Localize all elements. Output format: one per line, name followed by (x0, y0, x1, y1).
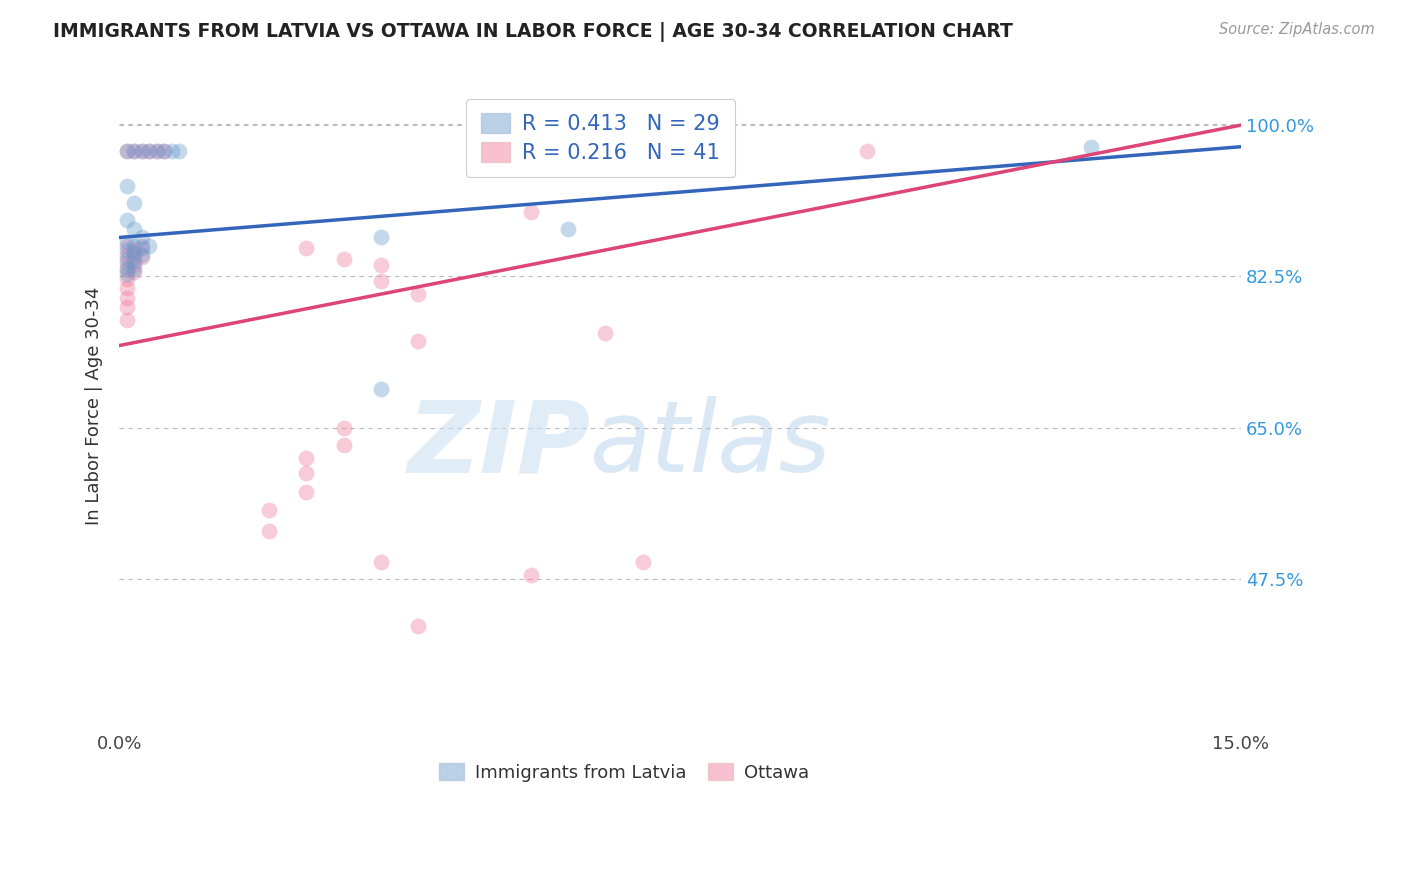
Point (115, 280, 138, 294)
Point (115, 267, 138, 281)
Point (370, 258, 392, 272)
Point (115, 235, 138, 249)
Point (295, 485, 318, 500)
Point (167, 144, 190, 158)
Point (115, 144, 138, 158)
Point (131, 144, 153, 158)
Text: IMMIGRANTS FROM LATVIA VS OTTAWA IN LABOR FORCE | AGE 30-34 CORRELATION CHART: IMMIGRANTS FROM LATVIA VS OTTAWA IN LABO… (53, 22, 1014, 42)
Point (557, 222, 579, 236)
Point (295, 466, 318, 480)
Point (131, 241, 153, 255)
Point (145, 144, 167, 158)
Point (631, 555, 654, 569)
Text: Source: ZipAtlas.com: Source: ZipAtlas.com (1219, 22, 1375, 37)
Point (160, 144, 183, 158)
Point (115, 252, 138, 266)
Point (408, 619, 430, 633)
Point (122, 246, 145, 260)
Point (115, 244, 138, 258)
Text: atlas: atlas (591, 396, 832, 493)
Point (145, 144, 167, 158)
Point (115, 178, 138, 193)
Point (131, 248, 153, 262)
Point (138, 239, 160, 253)
Point (295, 241, 318, 255)
Point (370, 382, 392, 396)
Y-axis label: In Labor Force | Age 30-34: In Labor Force | Age 30-34 (86, 287, 103, 525)
Point (257, 524, 280, 539)
Point (115, 239, 138, 253)
Point (122, 253, 145, 268)
Point (131, 144, 153, 158)
Point (115, 312, 138, 326)
Point (153, 144, 176, 158)
Point (295, 450, 318, 465)
Point (122, 244, 145, 258)
Point (122, 258, 145, 272)
Point (115, 144, 138, 158)
Point (332, 420, 354, 434)
Point (856, 144, 879, 158)
Point (122, 144, 145, 158)
Point (408, 334, 430, 349)
Point (370, 230, 392, 244)
Point (122, 262, 145, 277)
Point (122, 239, 145, 253)
Point (332, 252, 354, 266)
Text: ZIP: ZIP (408, 396, 591, 493)
Point (1080, 139, 1102, 153)
Point (138, 144, 160, 158)
Point (122, 195, 145, 210)
Point (408, 286, 430, 301)
Point (370, 555, 392, 569)
Point (131, 250, 153, 264)
Point (153, 144, 176, 158)
Point (519, 567, 541, 582)
Point (131, 239, 153, 253)
Point (115, 272, 138, 286)
Point (115, 213, 138, 227)
Point (138, 144, 160, 158)
Point (257, 502, 280, 516)
Point (593, 326, 616, 340)
Point (115, 248, 138, 262)
Point (519, 204, 541, 219)
Point (115, 260, 138, 275)
Point (122, 222, 145, 236)
Point (115, 263, 138, 277)
Point (122, 250, 145, 264)
Point (332, 438, 354, 452)
Point (115, 291, 138, 305)
Legend: Immigrants from Latvia, Ottawa: Immigrants from Latvia, Ottawa (427, 752, 820, 792)
Point (370, 274, 392, 288)
Point (115, 300, 138, 314)
Point (122, 265, 145, 279)
Point (122, 144, 145, 158)
Point (131, 230, 153, 244)
Point (115, 256, 138, 270)
